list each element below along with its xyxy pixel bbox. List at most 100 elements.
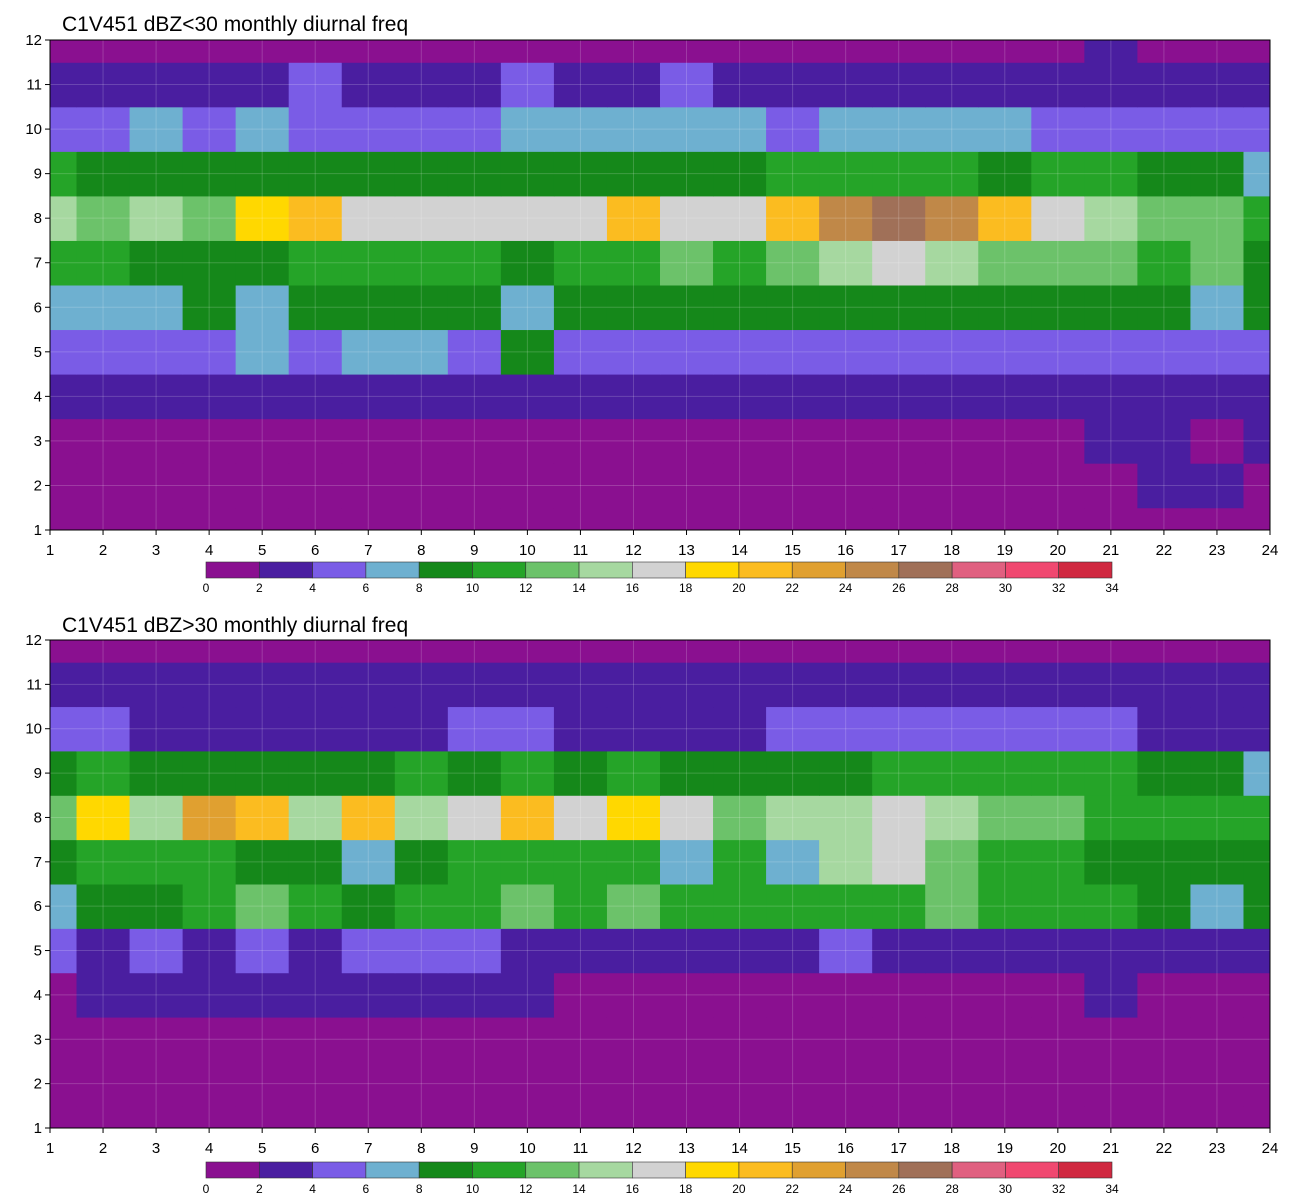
heatmap-cell xyxy=(1031,928,1085,974)
heatmap-cell xyxy=(872,706,926,752)
x-tick-label: 1 xyxy=(46,1140,54,1157)
y-tick-label: 11 xyxy=(26,676,42,693)
x-tick-label: 16 xyxy=(837,542,854,559)
heatmap-cell xyxy=(660,884,714,929)
heatmap-cell xyxy=(341,106,396,152)
heatmap-cell xyxy=(129,329,184,375)
heatmap-cell xyxy=(872,795,926,841)
heatmap-cell xyxy=(76,463,131,509)
heatmap-cell xyxy=(129,928,184,974)
heatmap-cell xyxy=(288,329,343,375)
heatmap-cell xyxy=(129,40,184,63)
colorbar-swatch xyxy=(365,561,420,579)
heatmap-cell xyxy=(713,62,767,108)
heatmap-cell xyxy=(713,795,767,841)
heatmap-cell xyxy=(553,972,608,1018)
heatmap-cell xyxy=(235,374,290,420)
heatmap-cell xyxy=(978,1105,1032,1129)
heatmap-cell xyxy=(182,62,237,108)
colorbar-tick-label: 18 xyxy=(679,1182,693,1196)
heatmap-cell xyxy=(1243,285,1271,331)
heatmap-cell xyxy=(288,195,343,241)
heatmap-cell xyxy=(660,1105,714,1129)
heatmap-cell xyxy=(606,40,661,63)
heatmap-cell xyxy=(1031,195,1085,241)
heatmap-cell xyxy=(182,195,237,241)
heatmap-cell xyxy=(182,285,237,331)
heatmap-cell xyxy=(553,1061,608,1107)
heatmap-cell xyxy=(129,62,184,108)
heatmap-cell xyxy=(766,662,820,708)
colorbar-tick-label: 30 xyxy=(999,1182,1013,1196)
x-tick-label: 11 xyxy=(573,1140,589,1157)
heatmap-cell xyxy=(341,928,396,974)
heatmap-cell xyxy=(819,62,873,108)
heatmap-cell xyxy=(394,1105,449,1129)
heatmap-cell xyxy=(819,418,873,464)
heatmap-cell xyxy=(1084,62,1138,108)
heatmap-cell xyxy=(1137,507,1191,531)
heatmap-cell xyxy=(1084,240,1138,286)
heatmap-cell xyxy=(50,662,78,708)
heatmap-cell xyxy=(447,240,502,286)
chart-title: C1V451 dBZ<30 monthly diurnal freq xyxy=(62,13,408,36)
heatmap-cell xyxy=(1243,839,1271,885)
heatmap-cell xyxy=(1243,706,1271,752)
heatmap-cell xyxy=(288,62,343,108)
heatmap-cell xyxy=(553,151,608,197)
heatmap-cell xyxy=(341,151,396,197)
heatmap-cell xyxy=(1243,795,1271,841)
colorbar-swatch xyxy=(1058,1161,1113,1179)
heatmap-cell xyxy=(713,1061,767,1107)
heatmap-cell xyxy=(76,972,131,1018)
heatmap-cell xyxy=(766,706,820,752)
heatmap-cell xyxy=(129,418,184,464)
heatmap-cell xyxy=(235,640,290,663)
heatmap-cell xyxy=(713,507,767,531)
heatmap-cell xyxy=(447,329,502,375)
heatmap-cell xyxy=(447,662,502,708)
heatmap-cell xyxy=(447,706,502,752)
heatmap-cell xyxy=(182,928,237,974)
heatmap-cell xyxy=(447,62,502,108)
heatmap-cell xyxy=(394,106,449,152)
heatmap-cell xyxy=(288,40,343,63)
heatmap-cell xyxy=(288,463,343,509)
heatmap-cell xyxy=(1190,884,1244,929)
heatmap-cell xyxy=(872,1105,926,1129)
heatmap-cell xyxy=(1243,195,1271,241)
heatmap-cell xyxy=(1190,839,1244,885)
colorbar-tick-label: 26 xyxy=(892,581,906,595)
heatmap-cell xyxy=(235,884,290,929)
heatmap-cell xyxy=(1031,839,1085,885)
heatmap-cell xyxy=(447,884,502,929)
heatmap-cell xyxy=(500,106,555,152)
colorbar-swatch xyxy=(312,561,367,579)
heatmap-cell xyxy=(1190,62,1244,108)
x-tick-label: 23 xyxy=(1209,542,1226,559)
x-tick-label: 7 xyxy=(364,1140,372,1157)
heatmap-cell xyxy=(50,750,78,796)
heatmap-cell xyxy=(341,972,396,1018)
heatmap-cell xyxy=(1031,463,1085,509)
colorbar-tick-label: 18 xyxy=(679,581,693,595)
heatmap-cell xyxy=(553,329,608,375)
heatmap-cell xyxy=(925,418,979,464)
heatmap-cell xyxy=(1190,795,1244,841)
heatmap-cell xyxy=(766,884,820,929)
colorbar-tick-label: 14 xyxy=(572,581,586,595)
heatmap-cell xyxy=(1084,928,1138,974)
heatmap-cell xyxy=(819,374,873,420)
colorbar-tick-label: 22 xyxy=(786,1182,800,1196)
heatmap-cell xyxy=(819,151,873,197)
x-tick-label: 11 xyxy=(573,542,589,559)
heatmap-cell xyxy=(553,662,608,708)
heatmap-cell xyxy=(872,839,926,885)
heatmap-cell xyxy=(872,662,926,708)
y-tick-label: 7 xyxy=(34,255,42,272)
heatmap-cell xyxy=(1243,62,1271,108)
heatmap-cell xyxy=(925,972,979,1018)
heatmap-cell xyxy=(872,374,926,420)
